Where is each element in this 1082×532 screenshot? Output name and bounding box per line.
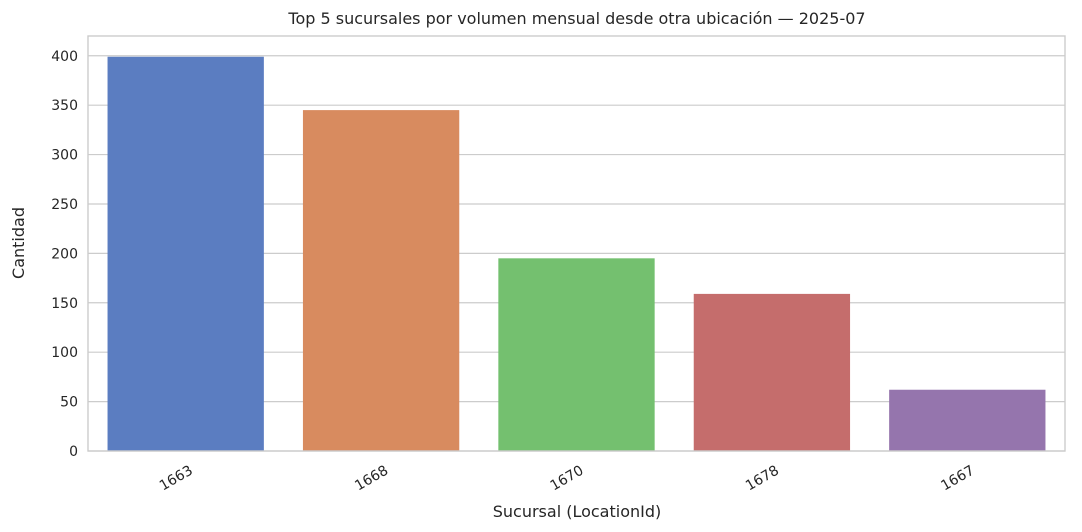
plot-frame — [87, 35, 1066, 452]
y-tick-label: 300 — [51, 148, 78, 164]
y-tick-labels: 0 50 100 150 200 250 300 350 400 — [51, 49, 78, 460]
bar-1678 — [693, 293, 851, 451]
x-tick-label-1667: 1667 — [938, 463, 977, 495]
y-tick-label: 150 — [51, 296, 78, 312]
chart-title: Top 5 sucursales por volumen mensual des… — [287, 9, 865, 28]
y-tick-label: 200 — [51, 246, 78, 262]
y-axis-label: Cantidad — [9, 207, 28, 279]
bar-1668 — [302, 110, 460, 451]
y-tick-label: 350 — [51, 98, 78, 114]
x-axis-label: Sucursal (LocationId) — [493, 502, 662, 521]
x-tick-label-1678: 1678 — [743, 463, 782, 495]
bars — [107, 56, 1046, 451]
x-tick-label-1670: 1670 — [548, 463, 587, 495]
y-tick-label: 50 — [60, 395, 78, 411]
y-tick-label: 250 — [51, 197, 78, 213]
x-tick-label-1668: 1668 — [352, 463, 391, 495]
x-tick-label-1663: 1663 — [157, 463, 196, 495]
bar-1667 — [889, 389, 1046, 451]
bar-1670 — [498, 258, 655, 451]
y-tick-label: 0 — [69, 444, 78, 460]
y-tick-label: 400 — [51, 49, 78, 65]
x-tick-labels: 1663 1668 1670 1678 1667 — [157, 463, 977, 495]
bar-1663 — [107, 56, 264, 451]
y-tick-label: 100 — [51, 345, 78, 361]
